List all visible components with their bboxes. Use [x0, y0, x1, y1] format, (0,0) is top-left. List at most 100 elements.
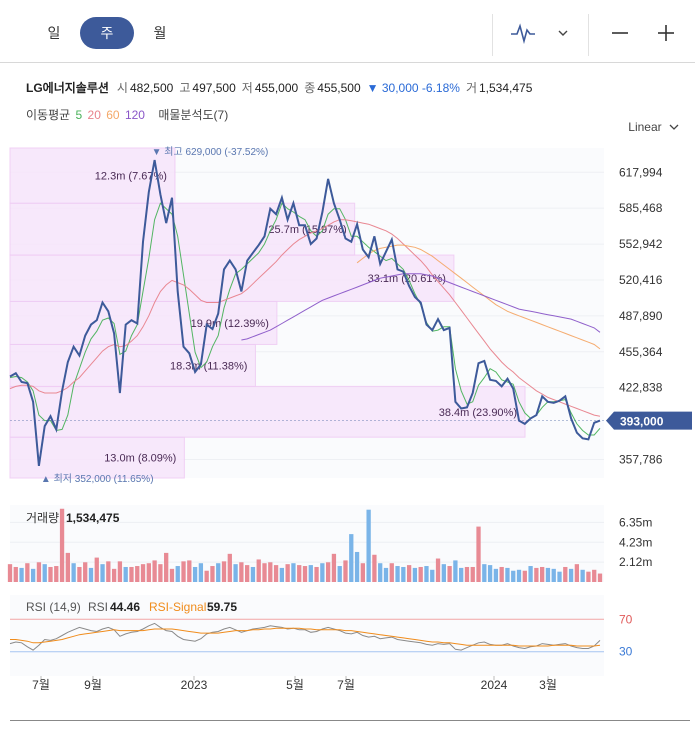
- x-tick-label: 9월: [84, 678, 102, 692]
- toolbar-divider: [492, 14, 493, 56]
- volume-bar: [447, 566, 452, 582]
- volume-bar: [100, 564, 105, 582]
- plus-icon[interactable]: [652, 17, 680, 47]
- volume-bar: [30, 568, 36, 582]
- price-line: [9, 159, 601, 467]
- volume-bar: [482, 564, 487, 582]
- volume-profile-label: 12.3m (7.67%): [95, 171, 167, 183]
- volume-bar: [383, 567, 389, 582]
- scale-selector[interactable]: Linear: [628, 120, 679, 134]
- change-percent: -6.18%: [421, 81, 460, 95]
- x-axis: 7월 9월 2023 5월 7월 2024 3월: [32, 676, 557, 692]
- volume-bar: [106, 561, 111, 582]
- volume-bar: [511, 570, 516, 582]
- volume-bar: [586, 571, 591, 582]
- volume-plot-area: [10, 505, 604, 582]
- volume-profile-bar: [9, 343, 256, 387]
- rsi-signal-line: [10, 627, 601, 647]
- change-amount: 30,000: [381, 81, 419, 95]
- volume-bar: [470, 566, 475, 582]
- volume-label: 거: [465, 81, 477, 95]
- chevron-down-icon[interactable]: [552, 17, 574, 47]
- volume-bar: [42, 564, 47, 582]
- tab-week[interactable]: 주: [80, 17, 134, 49]
- volume-bar: [516, 569, 522, 582]
- volume-bar: [123, 566, 128, 582]
- volume-bar: [198, 563, 204, 582]
- stock-name: LG에너지솔루션: [26, 81, 109, 95]
- volume-bar: [499, 566, 504, 582]
- volume-bar: [164, 552, 169, 582]
- volume-bar: [135, 566, 140, 582]
- volume-bar: [221, 561, 227, 582]
- volume-bar: [378, 563, 383, 582]
- current-price-label: 393,000: [620, 415, 664, 429]
- volume-profile-bar: [9, 385, 526, 438]
- volume-profile-label: 13.0m (8.09%): [104, 453, 176, 465]
- volume-bar: [441, 564, 446, 582]
- ma5-label: 5: [75, 108, 83, 122]
- volume-label: 거래량: [26, 511, 59, 525]
- volume-bar: [7, 564, 13, 582]
- low-annotation: ▲ 최저 352,000 (11.65%): [41, 473, 154, 485]
- volume-bar: [48, 566, 53, 582]
- volume-bar: [557, 571, 562, 582]
- volume-profile-bar: [9, 300, 278, 345]
- volume-bar: [459, 567, 464, 582]
- line-chart-icon[interactable]: [505, 17, 541, 47]
- x-tick-label: 7월: [32, 678, 50, 692]
- rsi-label: RSI: [88, 600, 108, 614]
- low-value: 455,000: [254, 81, 299, 95]
- x-tick-label: 7월: [337, 678, 355, 692]
- rsi-plot-area: [10, 595, 604, 676]
- volume-bar: [412, 567, 418, 582]
- ma-line-ma60: [356, 244, 601, 350]
- tab-day[interactable]: 일: [47, 25, 61, 41]
- volume-bar: [395, 566, 400, 582]
- open-label: 시: [116, 81, 128, 95]
- volume-profile-label: 19.9m (12.39%): [191, 318, 269, 330]
- volume-bar: [325, 562, 331, 582]
- volume-profile-label: 25.7m (15.97%): [268, 224, 346, 236]
- rsi-signal-label: RSI-Signal: [149, 600, 206, 614]
- volume-bar: [71, 563, 76, 582]
- volume-bar: [181, 561, 186, 582]
- volume-tick-label: 4.23m: [619, 535, 652, 549]
- price-tick-label: 455,364: [619, 345, 663, 359]
- volume-tick-label: 2.12m: [619, 555, 652, 569]
- volume-bar: [453, 560, 458, 582]
- volume-bar: [580, 569, 585, 582]
- close-value: 455,500: [317, 81, 361, 95]
- volume-bar: [250, 566, 256, 582]
- volume-value: 1,534,475: [66, 511, 120, 525]
- volume-bar: [592, 569, 597, 582]
- price-summary: LG에너지솔루션 시 482,500 고 497,500 저 455,000 종 455,500…: [26, 79, 532, 96]
- volume-bar: [418, 566, 423, 582]
- volume-bar: [528, 566, 533, 582]
- ma120-label: 120: [124, 108, 145, 122]
- price-tick-label: 617,994: [619, 165, 663, 179]
- volume-bar: [505, 567, 510, 582]
- volume-bar: [406, 565, 412, 582]
- rsi-params-label: RSI (14,9): [26, 600, 81, 614]
- x-tick-label: 2024: [481, 678, 508, 692]
- minus-icon[interactable]: [606, 17, 634, 47]
- volume-profile-bar: [9, 147, 176, 204]
- volume-profile-label[interactable]: 매물분석도(7): [158, 108, 229, 122]
- volume-bar: [476, 526, 481, 582]
- volume-bar: [563, 566, 568, 582]
- volume-bar: [487, 565, 493, 582]
- ma-label[interactable]: 이동평균: [26, 108, 71, 122]
- volume-bar: [77, 566, 82, 582]
- ma60-label: 60: [106, 108, 120, 122]
- volume-bar: [216, 563, 221, 582]
- volume-bar: [297, 565, 302, 582]
- volume-tick-label: 6.35m: [619, 515, 652, 529]
- volume-bar: [389, 563, 394, 582]
- tab-month[interactable]: 월: [153, 25, 167, 41]
- volume-bar: [522, 570, 527, 582]
- rsi-panel: RSI (14,9) RSI 44.46 RSI-Signal 59.75 70 30: [9, 595, 633, 676]
- volume-bar: [279, 567, 285, 582]
- high-annotation: ▼ 최고 629,000 (-37.52%): [152, 146, 269, 158]
- volume-bar: [534, 567, 539, 582]
